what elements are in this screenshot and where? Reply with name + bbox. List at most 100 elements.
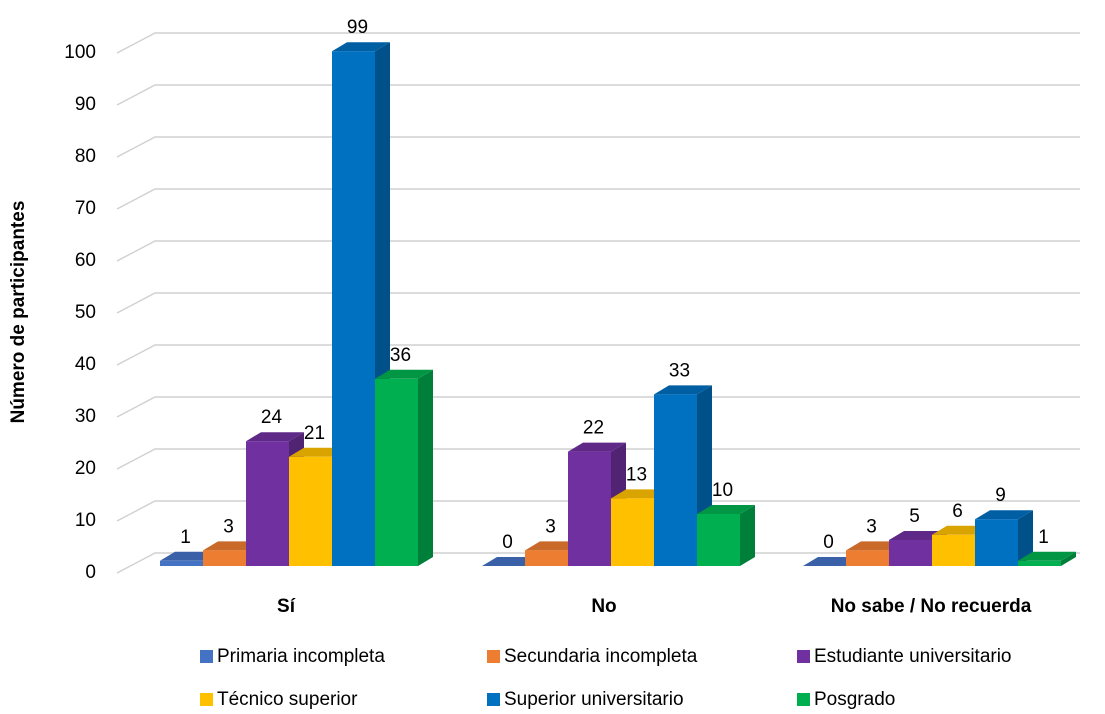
y-tick-label: 10 <box>75 510 96 531</box>
legend-item: Secundaria incompleta <box>487 646 698 667</box>
data-label: 24 <box>261 407 283 428</box>
data-label: 5 <box>909 506 920 527</box>
y-tick-label: 20 <box>75 458 96 479</box>
gridline <box>116 552 1080 574</box>
gridline <box>116 136 1080 158</box>
gridline <box>116 396 1080 418</box>
bar-front <box>1018 560 1061 566</box>
bar-front <box>846 550 889 566</box>
gridline <box>116 84 1080 106</box>
legend-label: Superior universitario <box>504 689 684 710</box>
y-tick-label: 50 <box>75 302 96 323</box>
legend-swatch <box>200 650 213 663</box>
data-label: 1 <box>180 527 191 548</box>
bar <box>975 510 1033 566</box>
bar <box>375 369 433 566</box>
bar-top <box>975 510 1033 520</box>
bar-side <box>1018 510 1033 566</box>
legend-item: Primaria incompleta <box>200 646 385 667</box>
legend-swatch <box>487 693 500 706</box>
bar-front <box>160 560 203 566</box>
bar-top <box>697 505 755 514</box>
data-label: 6 <box>952 501 963 522</box>
y-tick-label: 100 <box>64 42 96 63</box>
x-axis-categories: Sí No No sabe / No recuerda <box>277 596 1032 617</box>
bar-front <box>889 540 932 566</box>
legend: Primaria incompleta Secundaria incompleta… <box>200 646 1012 710</box>
gridline <box>116 500 1080 522</box>
legend-item: Estudiante universitario <box>797 646 1012 667</box>
legend-label: Técnico superior <box>217 689 358 710</box>
category-label: No <box>591 596 616 617</box>
data-label: 36 <box>390 345 411 366</box>
data-label: 3 <box>545 516 556 537</box>
bar <box>1018 551 1076 566</box>
category-label: Sí <box>277 596 296 617</box>
gridline <box>116 344 1080 366</box>
bar-front <box>611 498 654 566</box>
bar-front <box>289 456 332 566</box>
bar-front <box>203 550 246 566</box>
y-tick-label: 30 <box>75 406 96 427</box>
bar-top <box>332 42 390 52</box>
y-tick-label: 90 <box>75 94 96 115</box>
bar-side <box>418 369 433 566</box>
bar <box>697 505 755 566</box>
bars <box>160 42 1076 566</box>
y-tick-label: 60 <box>75 250 96 271</box>
bar-top <box>1018 551 1076 561</box>
gridline <box>116 240 1080 262</box>
bar-front <box>932 534 975 566</box>
bar-side <box>740 505 755 566</box>
gridline <box>116 448 1080 470</box>
bar-top <box>654 385 712 395</box>
data-label: 33 <box>669 360 690 381</box>
bar-front <box>332 51 375 566</box>
bar-front <box>568 451 611 566</box>
legend-label: Posgrado <box>814 689 895 710</box>
legend-label: Secundaria incompleta <box>504 646 698 667</box>
bar <box>246 432 304 566</box>
data-label: 13 <box>626 464 647 485</box>
legend-swatch <box>200 693 213 706</box>
bar-front <box>975 519 1018 566</box>
legend-swatch <box>797 693 810 706</box>
legend-swatch <box>487 650 500 663</box>
data-label: 9 <box>995 485 1006 506</box>
data-label: 22 <box>583 418 604 439</box>
bar-front <box>697 514 740 566</box>
category-label: No sabe / No recuerda <box>831 596 1032 617</box>
data-label: 3 <box>866 516 877 537</box>
legend-item: Técnico superior <box>200 689 358 710</box>
y-tick-label: 80 <box>75 146 96 167</box>
gridline <box>116 188 1080 210</box>
gridline <box>116 32 1080 54</box>
data-label: 3 <box>223 516 234 537</box>
data-label: 0 <box>502 532 513 553</box>
data-label: 21 <box>304 423 325 444</box>
bar-front <box>654 394 697 566</box>
y-tick-label: 0 <box>85 562 96 583</box>
data-label: 99 <box>347 17 368 38</box>
data-label: 10 <box>712 480 733 501</box>
y-axis-ticks: 0 10 20 30 40 50 60 70 80 90 100 <box>64 42 96 583</box>
bar-front <box>246 441 289 566</box>
gridline <box>116 292 1080 314</box>
legend-item: Superior universitario <box>487 689 684 710</box>
bar-front <box>525 550 568 566</box>
bar-front <box>375 378 418 566</box>
legend-swatch <box>797 650 810 663</box>
y-tick-label: 40 <box>75 354 96 375</box>
bar-top <box>568 442 626 452</box>
legend-label: Estudiante universitario <box>814 646 1012 667</box>
bar-top <box>375 369 433 379</box>
y-tick-label: 70 <box>75 198 96 219</box>
legend-label: Primaria incompleta <box>217 646 385 667</box>
bar-top <box>246 432 304 442</box>
bar-side <box>1061 551 1076 566</box>
y-axis-title: Número de participantes <box>8 201 29 424</box>
data-label: 0 <box>823 532 834 553</box>
legend-item: Posgrado <box>797 689 895 710</box>
